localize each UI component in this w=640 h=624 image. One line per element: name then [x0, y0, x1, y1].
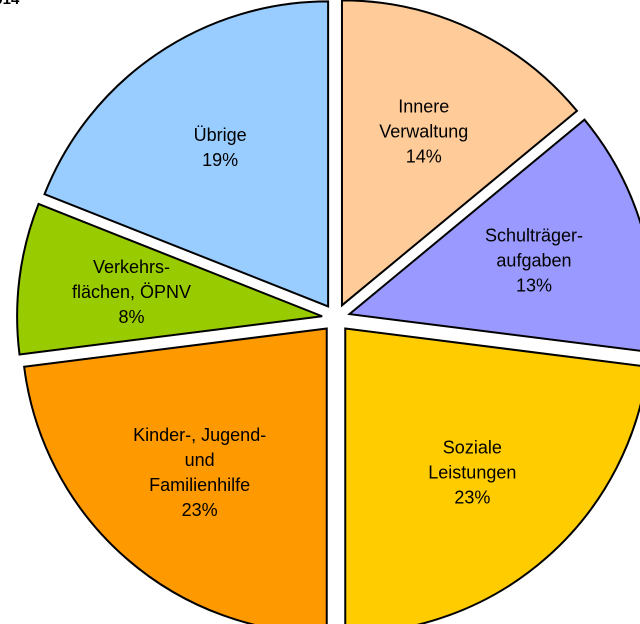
- chart-title: 2014: [0, 0, 20, 8]
- label-line: Kinder-, Jugend-: [133, 425, 266, 445]
- pie-slice: [340, 0, 579, 308]
- pie-slice: [344, 327, 640, 624]
- slice-label: Schulträger-aufgaben: [485, 225, 583, 270]
- pie-slice: [23, 327, 328, 624]
- value-label: 13%: [516, 275, 552, 295]
- label-line: Übrige: [194, 125, 247, 145]
- value-label: 8%: [118, 307, 144, 327]
- label-line: Soziale: [443, 438, 502, 458]
- label-line: Innere: [398, 96, 449, 116]
- pie-slice: [347, 118, 640, 352]
- value-label: 23%: [182, 500, 218, 520]
- slice-label: Soziale Leistungen: [428, 438, 516, 483]
- slice-label: Innere Verwaltung: [379, 96, 468, 141]
- label-line: Familienhilfe: [149, 475, 250, 495]
- pie-slice: [16, 202, 323, 356]
- label-line: Schulträger-: [485, 225, 583, 245]
- label-line: Verwaltung: [379, 121, 468, 141]
- value-label: 23%: [454, 488, 490, 508]
- value-label: 14%: [406, 146, 442, 166]
- label-line: und: [185, 450, 215, 470]
- label-line: aufgaben: [496, 250, 571, 270]
- slice-label: Verkehrs-flächen, ÖPNV: [72, 257, 191, 302]
- label-line: Verkehrs-: [93, 257, 170, 277]
- pie-slice: [43, 0, 330, 308]
- value-label: 19%: [202, 150, 238, 170]
- slice-label: Kinder-, Jugend-und Familienhilfe: [133, 425, 266, 495]
- label-line: flächen, ÖPNV: [72, 282, 191, 302]
- slice-label: Übrige: [194, 125, 247, 145]
- label-line: Leistungen: [428, 463, 516, 483]
